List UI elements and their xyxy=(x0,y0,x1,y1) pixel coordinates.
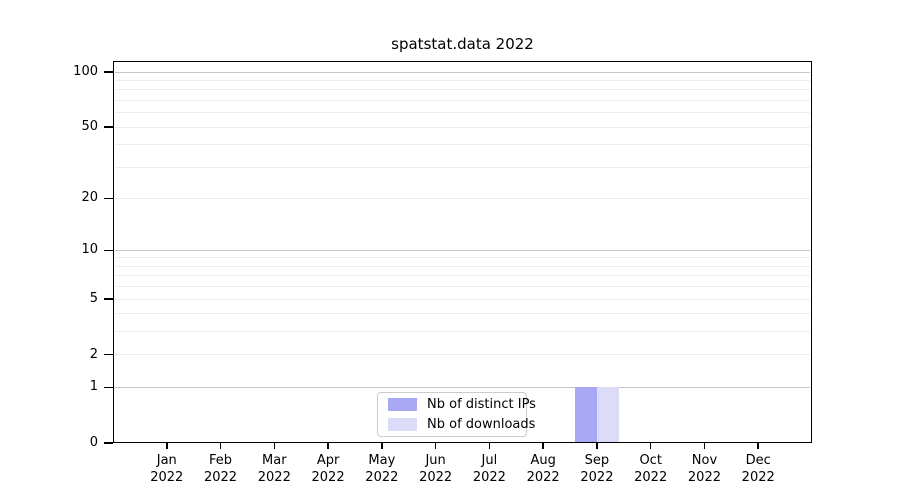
gridline-major xyxy=(115,71,810,73)
bar-nb-of-downloads-sep xyxy=(596,387,619,442)
x-axis-tick xyxy=(327,443,329,449)
gridline-minor xyxy=(115,144,810,146)
x-tick-label: Jan 2022 xyxy=(150,453,184,485)
y-axis-tick xyxy=(104,197,113,200)
legend-row-nb-of-distinct-ips: Nb of distinct IPs xyxy=(388,397,536,412)
y-axis-tick xyxy=(104,71,113,73)
y-axis-tick xyxy=(104,126,113,128)
y-tick-label: 50 xyxy=(81,119,98,135)
gridline-minor xyxy=(115,126,810,128)
x-axis-tick xyxy=(273,443,276,449)
x-tick-label: May 2022 xyxy=(365,453,399,485)
chart-title: spatstat.data 2022 xyxy=(391,35,534,53)
plot-area xyxy=(113,61,812,443)
y-axis-tick xyxy=(104,249,113,252)
y-tick-label: 0 xyxy=(89,435,98,450)
gridline-minor xyxy=(115,354,810,356)
y-tick-label: 20 xyxy=(81,190,98,206)
gridline-minor xyxy=(115,265,810,267)
x-tick-label: Aug 2022 xyxy=(526,453,560,485)
x-tick-label: Feb 2022 xyxy=(203,453,238,485)
x-axis-tick xyxy=(219,443,222,449)
y-axis-tick xyxy=(104,442,113,444)
legend-swatch-nb-of-downloads xyxy=(388,417,417,431)
gridline-minor xyxy=(115,197,810,199)
bar-nb-of-distinct-ips-sep xyxy=(574,387,597,442)
x-tick-label: Jul 2022 xyxy=(472,453,506,485)
legend-label-nb-of-downloads: Nb of downloads xyxy=(427,416,536,432)
y-tick-label: 1 xyxy=(89,379,98,395)
legend: Nb of distinct IPs Nb of downloads xyxy=(377,392,536,437)
x-axis-tick xyxy=(596,443,598,449)
y-axis-tick xyxy=(104,298,113,300)
x-tick-label: Mar 2022 xyxy=(257,453,291,485)
x-axis-tick xyxy=(542,443,544,449)
x-axis-tick xyxy=(381,443,383,449)
y-axis-tick xyxy=(104,386,113,389)
x-axis-tick xyxy=(434,443,437,449)
gridline-minor xyxy=(115,286,810,288)
x-tick-label: Sep 2022 xyxy=(580,453,614,485)
y-tick-label: 5 xyxy=(89,291,98,306)
gridline-minor xyxy=(115,166,810,168)
gridline-minor xyxy=(115,257,810,259)
gridline-minor xyxy=(115,275,810,277)
x-tick-label: Nov 2022 xyxy=(687,453,721,485)
gridline-minor xyxy=(115,112,810,114)
gridline-minor xyxy=(115,313,810,315)
x-tick-label: Oct 2022 xyxy=(634,453,668,485)
x-axis-tick xyxy=(488,443,491,449)
gridline-minor xyxy=(115,99,810,101)
x-tick-label: Jun 2022 xyxy=(419,453,453,485)
gridline-minor xyxy=(115,89,810,91)
gridline-major xyxy=(115,386,810,388)
y-tick-label: 100 xyxy=(73,64,98,80)
gridline-minor xyxy=(115,298,810,300)
x-axis-tick xyxy=(703,443,706,449)
x-axis-tick xyxy=(649,443,652,449)
x-tick-label: Dec 2022 xyxy=(741,453,775,485)
x-axis-tick xyxy=(166,443,168,449)
y-tick-label: 2 xyxy=(89,346,98,362)
legend-swatch-nb-of-distinct-ips xyxy=(388,398,417,412)
gridline-minor xyxy=(115,331,810,333)
legend-row-nb-of-downloads: Nb of downloads xyxy=(388,417,535,432)
y-axis-tick xyxy=(104,353,113,356)
x-tick-label: Apr 2022 xyxy=(311,453,345,485)
gridline-major xyxy=(115,249,810,251)
legend-label-nb-of-distinct-ips: Nb of distinct IPs xyxy=(427,397,536,413)
y-tick-label: 10 xyxy=(81,242,98,258)
gridline-minor xyxy=(115,80,810,81)
x-axis-tick xyxy=(757,443,759,449)
